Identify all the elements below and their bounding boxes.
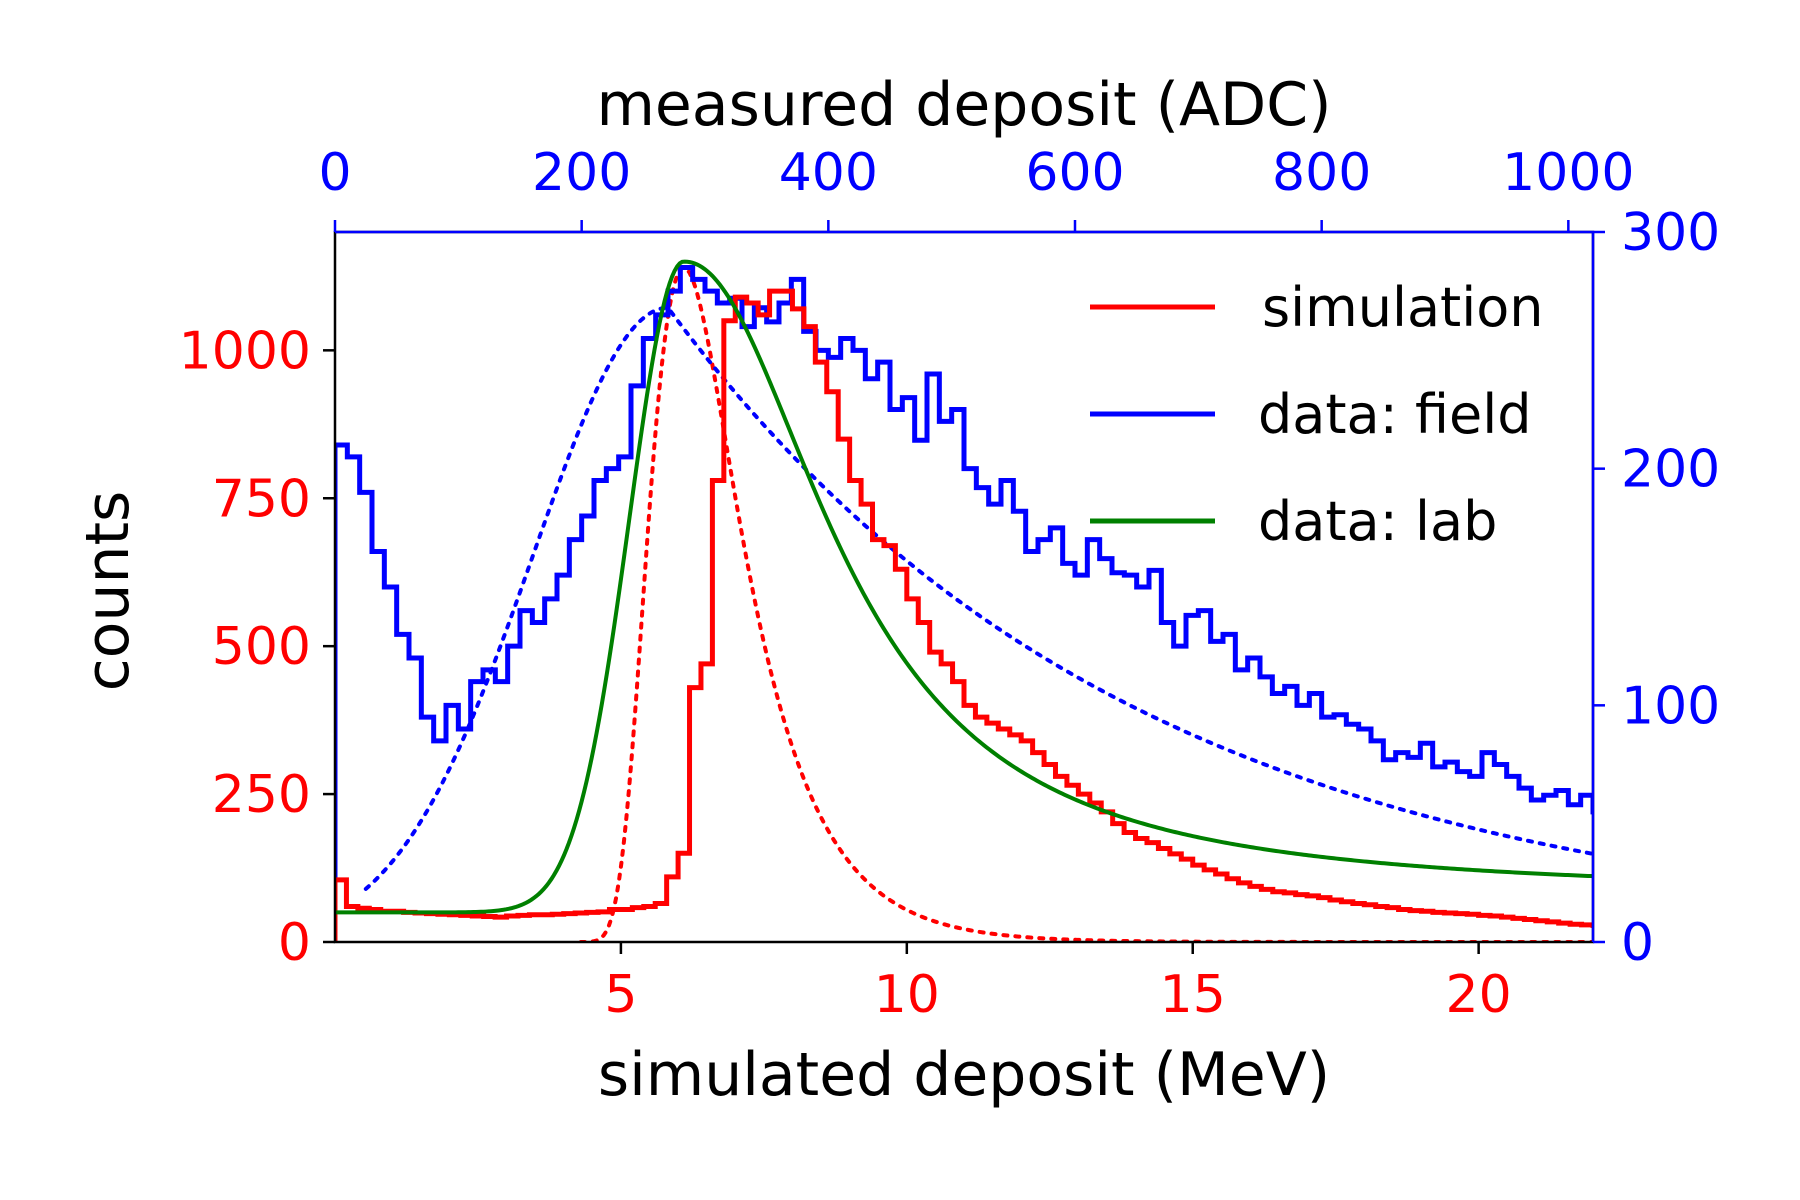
y-tick-label-right: 300: [1621, 203, 1720, 263]
y-tick-label-right: 200: [1621, 440, 1720, 500]
x-tick-label-bottom: 10: [874, 965, 940, 1025]
y-tick-label-right: 0: [1621, 913, 1654, 973]
fit-field: [363, 305, 1593, 891]
x-tick-label-bottom: 5: [604, 965, 637, 1025]
x-tick-label-top: 400: [779, 143, 878, 203]
y-tick-label-left: 250: [212, 765, 311, 825]
y-tick-label-left: 750: [212, 469, 311, 529]
legend-label-lab: data: lab: [1258, 490, 1497, 553]
x-tick-label-top: 600: [1025, 143, 1124, 203]
x-tick-label-top: 800: [1272, 143, 1371, 203]
y-tick-label-right: 100: [1621, 676, 1720, 736]
fit-simulation: [578, 265, 1593, 942]
series-simulation-histogram: [335, 288, 1593, 942]
x-tick-label-bottom: 20: [1446, 965, 1512, 1025]
x-tick-label-top: 0: [318, 143, 351, 203]
legend-label-field: data: field: [1258, 383, 1532, 446]
y-tick-label-left: 1000: [179, 321, 311, 381]
legend: simulation data: field data: lab: [1090, 276, 1544, 553]
y-axis-title-left: counts: [73, 491, 143, 692]
series-field-histogram: [335, 265, 1593, 942]
y-tick-label-left: 500: [212, 617, 311, 677]
y-tick-label-left: 0: [278, 913, 311, 973]
x-axis-title-top: measured deposit (ADC): [596, 70, 1331, 140]
x-tick-label-bottom: 15: [1160, 965, 1226, 1025]
x-tick-label-top: 200: [532, 143, 631, 203]
series-lab-curve: [335, 259, 1593, 915]
x-tick-label-top: 1000: [1502, 143, 1634, 203]
x-axis-title-bottom: simulated deposit (MeV): [598, 1040, 1330, 1110]
legend-label-simulation: simulation: [1262, 276, 1544, 339]
plot-area: [335, 259, 1593, 942]
